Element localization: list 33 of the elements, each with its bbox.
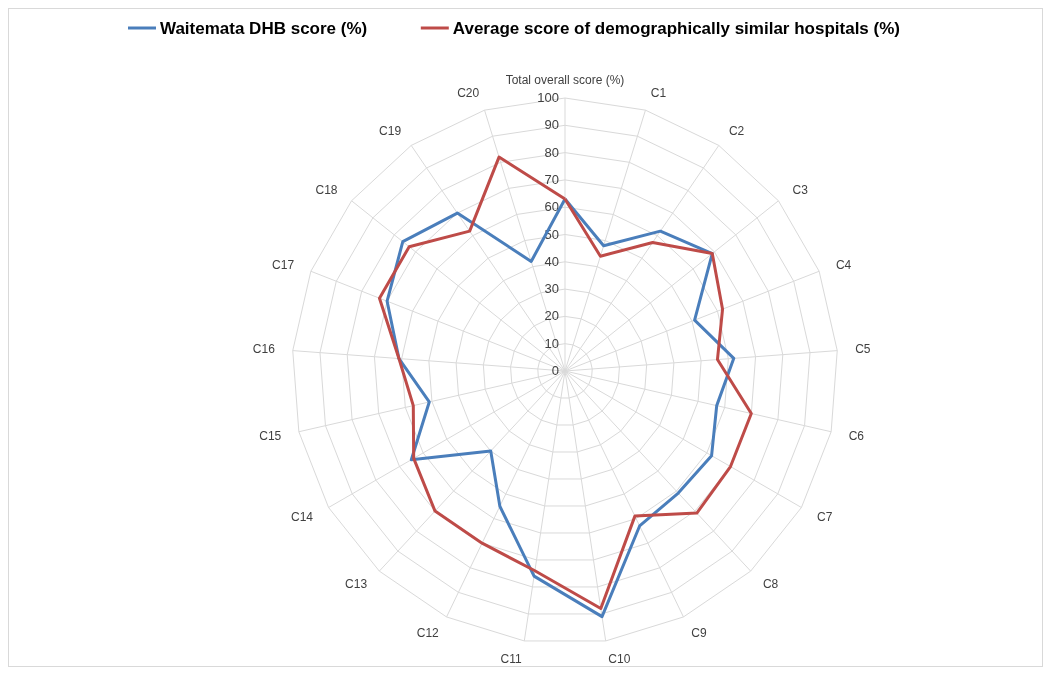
spoke-label: C6 (848, 428, 865, 443)
legend-label: Waitemata DHB score (%) (160, 19, 368, 38)
y-tick-label: 90 (544, 117, 559, 133)
y-tick-label: 80 (544, 144, 559, 160)
y-tick-label: 100 (537, 90, 559, 105)
y-tick-label: 0 (551, 363, 559, 378)
spoke-label: C2 (728, 123, 745, 138)
spoke-label: C10 (608, 651, 631, 666)
spoke-label: C7 (817, 509, 833, 524)
spoke-label: C11 (500, 651, 522, 666)
y-tick-label: 20 (544, 308, 559, 324)
y-tick-label: 30 (544, 281, 559, 297)
y-tick-label: 40 (544, 253, 559, 269)
legend-label: Average score of demographically similar hospitals (%) (452, 19, 900, 38)
y-tick-label: 10 (544, 335, 559, 351)
y-tick-label: 70 (544, 171, 559, 187)
spoke-label: C4 (835, 257, 852, 272)
spoke-label: C13 (345, 577, 368, 592)
spoke-label: C9 (691, 626, 707, 641)
y-tick-label: 60 (544, 199, 559, 215)
spoke-label: C3 (792, 182, 809, 197)
spoke-label: C12 (416, 626, 440, 641)
spoke-label: C14 (290, 509, 314, 524)
spoke-label: C17 (272, 257, 295, 272)
spoke-label: C19 (379, 123, 402, 138)
spoke-label: C5 (855, 342, 871, 357)
spoke-label: C20 (457, 85, 480, 100)
spoke-label: C18 (315, 182, 338, 197)
spoke-label: C15 (259, 428, 282, 443)
spoke-label: C16 (252, 342, 276, 357)
spoke-label: C8 (762, 577, 779, 592)
spoke-label: C1 (650, 85, 667, 100)
spoke-label: Total overall score (%) (505, 73, 625, 87)
